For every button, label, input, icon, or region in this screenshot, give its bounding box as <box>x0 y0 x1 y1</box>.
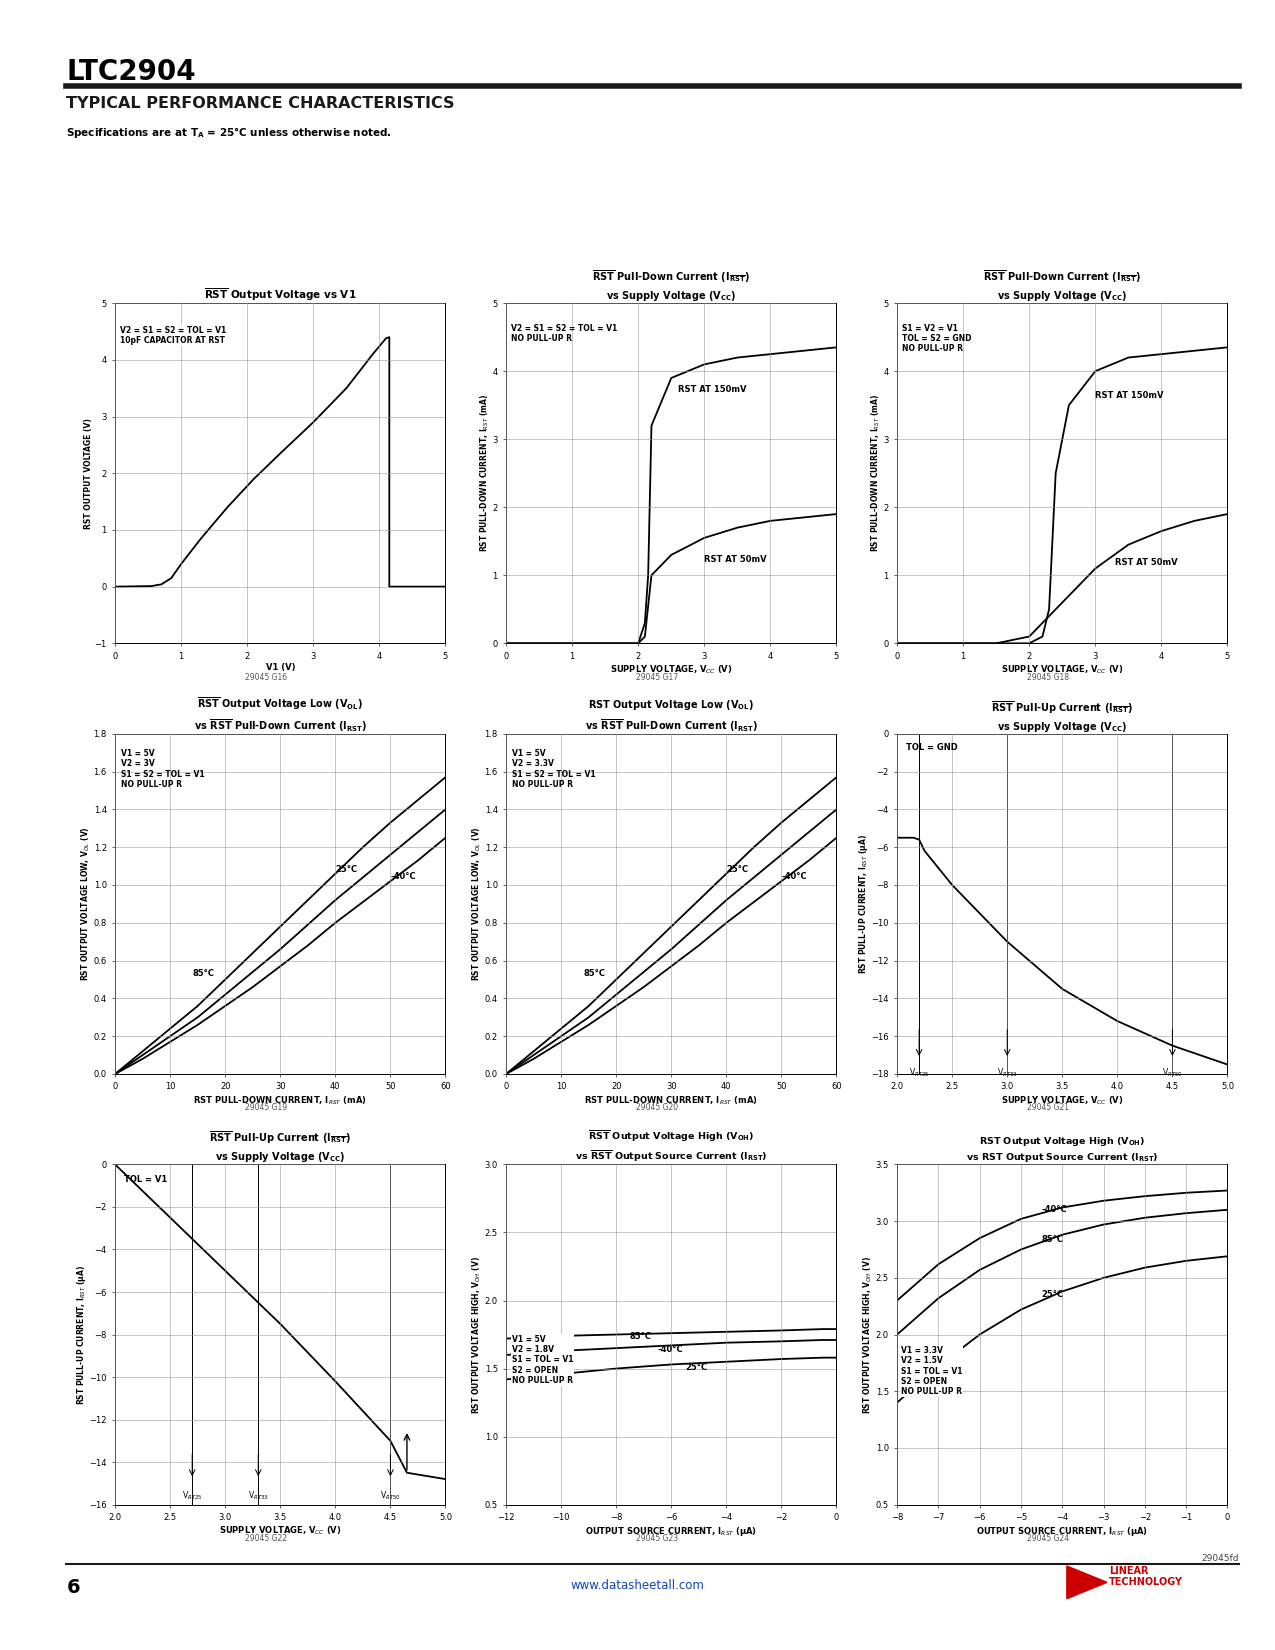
Text: TYPICAL PERFORMANCE CHARACTERISTICS: TYPICAL PERFORMANCE CHARACTERISTICS <box>66 96 455 111</box>
Text: TOL = GND: TOL = GND <box>907 742 958 752</box>
Text: -40°C: -40°C <box>390 873 416 881</box>
Text: RST AT 50mV: RST AT 50mV <box>1116 558 1178 568</box>
X-axis label: SUPPLY VOLTAGE, V$_{CC}$ (V): SUPPLY VOLTAGE, V$_{CC}$ (V) <box>609 663 733 676</box>
Title: $\mathbf{\overline{RST}}$ Output Voltage Low ($\mathbf{V_{OL}}$)
vs $\mathbf{\ov: $\mathbf{\overline{RST}}$ Output Voltage… <box>194 696 367 734</box>
Y-axis label: RST OUTPUT VOLTAGE (V): RST OUTPUT VOLTAGE (V) <box>84 417 93 528</box>
Text: RST AT 50mV: RST AT 50mV <box>704 554 768 564</box>
Text: V$_{RT25}$: V$_{RT25}$ <box>182 1490 203 1502</box>
Text: V2 = S1 = S2 = TOL = V1
10pF CAPACITOR AT RST: V2 = S1 = S2 = TOL = V1 10pF CAPACITOR A… <box>120 325 227 345</box>
Y-axis label: RST OUTPUT VOLTAGE LOW, V$_{OL}$ (V): RST OUTPUT VOLTAGE LOW, V$_{OL}$ (V) <box>79 827 92 982</box>
Text: 29045 G24: 29045 G24 <box>1026 1534 1068 1543</box>
Text: V$_{RT25}$: V$_{RT25}$ <box>909 1066 929 1079</box>
Text: RST AT 150mV: RST AT 150mV <box>1095 391 1164 401</box>
Text: V$_{RT50}$: V$_{RT50}$ <box>1162 1066 1183 1079</box>
Y-axis label: RST PULL-UP CURRENT, I$_{RST}$ (μA): RST PULL-UP CURRENT, I$_{RST}$ (μA) <box>75 1264 88 1404</box>
Text: Specifications are at $\mathbf{T_A}$ = 25°C unless otherwise noted.: Specifications are at $\mathbf{T_A}$ = 2… <box>66 125 391 140</box>
Text: -40°C: -40°C <box>658 1345 683 1355</box>
Title: $\mathbf{\overline{RST}}$ Pull-Down Current ($\mathbf{I_{\overline{RST}}}$)
vs S: $\mathbf{\overline{RST}}$ Pull-Down Curr… <box>983 269 1141 304</box>
Text: TOL = V1: TOL = V1 <box>124 1175 167 1185</box>
Y-axis label: RST OUTPUT VOLTAGE HIGH, V$_{OH}$ (V): RST OUTPUT VOLTAGE HIGH, V$_{OH}$ (V) <box>470 1256 483 1414</box>
Text: -40°C: -40°C <box>1042 1204 1067 1214</box>
Text: 29045 G16: 29045 G16 <box>245 673 287 681</box>
Text: 25°C: 25°C <box>1042 1290 1063 1299</box>
X-axis label: SUPPLY VOLTAGE, V$_{CC}$ (V): SUPPLY VOLTAGE, V$_{CC}$ (V) <box>1001 663 1123 676</box>
X-axis label: OUTPUT SOURCE CURRENT, I$_{RST}$ (μA): OUTPUT SOURCE CURRENT, I$_{RST}$ (μA) <box>977 1525 1149 1538</box>
Text: 29045 G17: 29045 G17 <box>635 673 678 681</box>
Title: $\mathbf{\overline{RST}}$ Output Voltage vs V1: $\mathbf{\overline{RST}}$ Output Voltage… <box>204 287 357 304</box>
Y-axis label: RST PULL-DOWN CURRENT, I$_{RST}$ (mA): RST PULL-DOWN CURRENT, I$_{RST}$ (mA) <box>870 394 882 553</box>
Text: V1 = 3.3V
V2 = 1.5V
S1 = TOL = V1
S2 = OPEN
NO PULL-UP R: V1 = 3.3V V2 = 1.5V S1 = TOL = V1 S2 = O… <box>901 1346 963 1396</box>
Text: 25°C: 25°C <box>685 1363 708 1371</box>
Text: 29045 G21: 29045 G21 <box>1026 1104 1068 1112</box>
Text: V1 = 5V
V2 = 1.8V
S1 = TOL = V1
S2 = OPEN
NO PULL-UP R: V1 = 5V V2 = 1.8V S1 = TOL = V1 S2 = OPE… <box>511 1335 572 1384</box>
X-axis label: SUPPLY VOLTAGE, V$_{CC}$ (V): SUPPLY VOLTAGE, V$_{CC}$ (V) <box>1001 1094 1123 1107</box>
Text: 85°C: 85°C <box>583 969 606 978</box>
Text: V2 = S1 = S2 = TOL = V1
NO PULL-UP R: V2 = S1 = S2 = TOL = V1 NO PULL-UP R <box>511 323 617 343</box>
Y-axis label: RST OUTPUT VOLTAGE LOW, V$_{OL}$ (V): RST OUTPUT VOLTAGE LOW, V$_{OL}$ (V) <box>470 827 483 982</box>
Text: V$_{RT33}$: V$_{RT33}$ <box>247 1490 269 1502</box>
X-axis label: V1 (V): V1 (V) <box>265 663 295 673</box>
Text: 29045 G18: 29045 G18 <box>1026 673 1068 681</box>
Text: V$_{RT50}$: V$_{RT50}$ <box>380 1490 400 1502</box>
Text: 85°C: 85°C <box>1042 1234 1063 1244</box>
Title: RST Output Voltage Low ($\mathbf{V_{OL}}$)
vs $\mathbf{\overline{RST}}$ Pull-Dow: RST Output Voltage Low ($\mathbf{V_{OL}}… <box>585 698 757 734</box>
Text: 29045fd: 29045fd <box>1202 1554 1239 1563</box>
Text: S1 = V2 = V1
TOL = S2 = GND
NO PULL-UP R: S1 = V2 = V1 TOL = S2 = GND NO PULL-UP R <box>903 323 972 353</box>
Polygon shape <box>1067 1566 1107 1599</box>
Text: 29045 G20: 29045 G20 <box>635 1104 678 1112</box>
Text: V$_{RT33}$: V$_{RT33}$ <box>997 1066 1017 1079</box>
Text: 85°C: 85°C <box>630 1332 652 1340</box>
Y-axis label: RST PULL-UP CURRENT, I$_{RST}$ (μA): RST PULL-UP CURRENT, I$_{RST}$ (μA) <box>857 833 870 974</box>
Text: LTC2904: LTC2904 <box>66 58 196 86</box>
Text: 29045 G22: 29045 G22 <box>245 1534 287 1543</box>
Title: $\mathbf{\overline{RST}}$ Pull-Up Current ($\mathbf{I_{\overline{RST}}}$)
vs Sup: $\mathbf{\overline{RST}}$ Pull-Up Curren… <box>209 1130 351 1165</box>
Title: $\mathbf{\overline{RST}}$ Output Voltage High ($\mathbf{V_{OH}}$)
vs $\mathbf{\o: $\mathbf{\overline{RST}}$ Output Voltage… <box>575 1129 768 1165</box>
Title: $\mathbf{\overline{RST}}$ Pull-Up Current ($\mathbf{I_{\overline{RST}}}$)
vs Sup: $\mathbf{\overline{RST}}$ Pull-Up Curren… <box>992 700 1133 734</box>
Text: V1 = 5V
V2 = 3.3V
S1 = S2 = TOL = V1
NO PULL-UP R: V1 = 5V V2 = 3.3V S1 = S2 = TOL = V1 NO … <box>511 749 595 789</box>
Title: RST Output Voltage High ($\mathbf{V_{OH}}$)
vs RST Output Source Current ($\math: RST Output Voltage High ($\mathbf{V_{OH}… <box>966 1135 1159 1165</box>
X-axis label: RST PULL-DOWN CURRENT, I$_{RST}$ (mA): RST PULL-DOWN CURRENT, I$_{RST}$ (mA) <box>194 1094 367 1107</box>
Text: 29045 G19: 29045 G19 <box>245 1104 287 1112</box>
Y-axis label: RST OUTPUT VOLTAGE HIGH, V$_{OH}$ (V): RST OUTPUT VOLTAGE HIGH, V$_{OH}$ (V) <box>862 1256 875 1414</box>
Text: 25°C: 25°C <box>335 865 357 874</box>
Text: 25°C: 25°C <box>727 865 748 874</box>
Text: -40°C: -40°C <box>782 873 807 881</box>
Text: V1 = 5V
V2 = 3V
S1 = S2 = TOL = V1
NO PULL-UP R: V1 = 5V V2 = 3V S1 = S2 = TOL = V1 NO PU… <box>121 749 204 789</box>
X-axis label: RST PULL-DOWN CURRENT, I$_{RST}$ (mA): RST PULL-DOWN CURRENT, I$_{RST}$ (mA) <box>584 1094 759 1107</box>
X-axis label: SUPPLY VOLTAGE, V$_{CC}$ (V): SUPPLY VOLTAGE, V$_{CC}$ (V) <box>219 1525 342 1538</box>
Text: 29045 G23: 29045 G23 <box>635 1534 678 1543</box>
Text: RST AT 150mV: RST AT 150mV <box>678 384 746 394</box>
Y-axis label: RST PULL-DOWN CURRENT, I$_{RST}$ (mA): RST PULL-DOWN CURRENT, I$_{RST}$ (mA) <box>478 394 491 553</box>
Text: 85°C: 85°C <box>193 969 214 978</box>
Title: $\mathbf{\overline{RST}}$ Pull-Down Current ($\mathbf{I_{\overline{RST}}}$)
vs S: $\mathbf{\overline{RST}}$ Pull-Down Curr… <box>593 269 750 304</box>
Text: 6: 6 <box>66 1577 80 1597</box>
Text: LINEAR
TECHNOLOGY: LINEAR TECHNOLOGY <box>1109 1566 1183 1587</box>
X-axis label: OUTPUT SOURCE CURRENT, I$_{RST}$ (μA): OUTPUT SOURCE CURRENT, I$_{RST}$ (μA) <box>585 1525 757 1538</box>
Text: www.datasheetall.com: www.datasheetall.com <box>571 1579 704 1592</box>
